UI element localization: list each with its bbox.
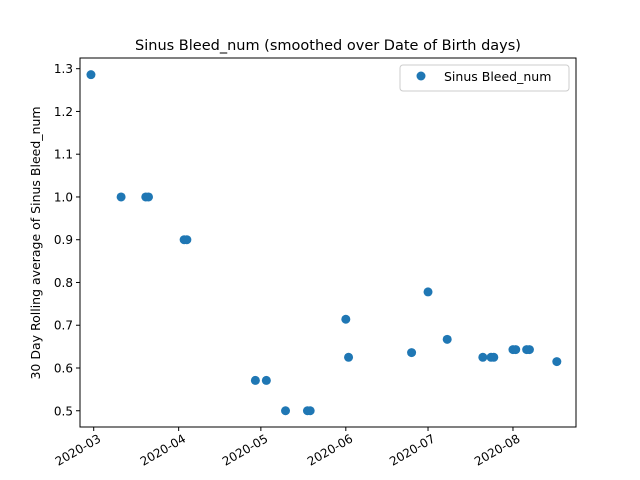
y-tick-label: 1.3: [54, 62, 73, 76]
data-point: [442, 334, 452, 344]
y-tick-label: 1.1: [54, 148, 73, 162]
y-axis-label: 30 Day Rolling average of Sinus Bleed_nu…: [28, 106, 43, 379]
y-tick-label: 0.6: [54, 361, 73, 375]
data-point: [344, 352, 354, 362]
data-point: [281, 406, 291, 416]
y-tick-label: 0.8: [54, 276, 73, 290]
data-point: [341, 314, 351, 324]
data-point: [305, 406, 315, 416]
y-tick-label: 0.9: [54, 233, 73, 247]
y-tick-label: 1.2: [54, 105, 73, 119]
data-point: [489, 352, 499, 362]
data-point: [407, 348, 417, 358]
data-point: [86, 70, 96, 80]
legend-box: [399, 64, 570, 92]
data-point: [524, 345, 534, 355]
data-point: [250, 375, 260, 385]
y-tick-label: 0.5: [54, 404, 73, 418]
plot-frame: [79, 57, 577, 428]
legend-label: Sinus Bleed_num: [444, 69, 551, 84]
data-point: [511, 345, 521, 355]
legend: Sinus Bleed_num: [399, 64, 570, 92]
y-tick-label: 0.7: [54, 319, 73, 333]
data-point: [261, 375, 271, 385]
y-tick-label: 1.0: [54, 190, 73, 204]
scatter-series: [86, 70, 562, 416]
data-point: [144, 192, 154, 202]
data-point: [116, 192, 126, 202]
data-point: [478, 352, 488, 362]
chart-title: Sinus Bleed_num (smoothed over Date of B…: [135, 38, 521, 54]
y-axis: 0.5 0.6 0.7 0.8 0.9 1.0 1.1 1.2 1.3: [54, 62, 80, 418]
data-point: [552, 357, 562, 367]
legend-marker: [416, 71, 426, 81]
data-point: [423, 287, 433, 297]
data-point: [182, 235, 192, 245]
